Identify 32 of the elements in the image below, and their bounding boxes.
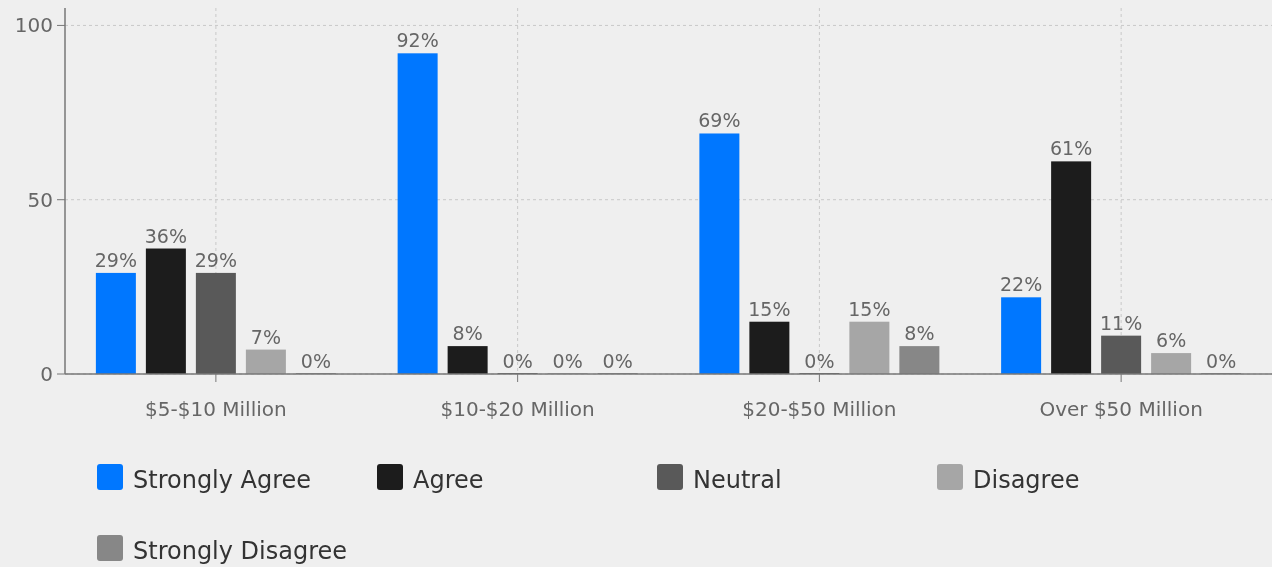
data-label: 6%: [1156, 329, 1187, 352]
data-label: 0%: [1206, 350, 1237, 372]
data-label: 0%: [300, 350, 331, 372]
y-tick-label: 100: [14, 13, 53, 38]
legend-label: Neutral: [693, 466, 782, 495]
data-label: 8%: [904, 322, 935, 345]
data-label: 8%: [452, 322, 483, 345]
data-label: 15%: [848, 297, 891, 320]
data-label: 0%: [804, 350, 835, 372]
data-label: 69%: [698, 109, 741, 132]
data-label: 36%: [144, 224, 187, 247]
data-label: 0%: [552, 350, 583, 372]
x-tick-label: $10-$20 Million: [440, 397, 595, 421]
data-label: 29%: [94, 248, 137, 271]
y-tick-label: 0: [40, 362, 53, 386]
data-label: 11%: [1100, 311, 1143, 334]
legend-label: Disagree: [973, 466, 1080, 495]
data-label: 92%: [396, 29, 439, 52]
legend-label: Strongly Disagree: [133, 537, 348, 566]
legend-label: Strongly Agree: [133, 466, 312, 495]
data-label: 0%: [602, 350, 633, 372]
x-tick-label: $5-$10 Million: [145, 397, 287, 421]
data-label: 15%: [748, 297, 791, 320]
data-label: 7%: [250, 325, 281, 348]
x-tick-label: $20-$50 Million: [742, 397, 897, 421]
data-label: 0%: [502, 350, 533, 372]
data-label: 29%: [194, 248, 237, 271]
data-label: 22%: [1000, 273, 1043, 296]
y-tick-label: 50: [27, 187, 53, 212]
x-tick-label: Over $50 Million: [1039, 397, 1203, 421]
legend-label: Agree: [413, 466, 484, 495]
data-label: 61%: [1050, 137, 1093, 160]
